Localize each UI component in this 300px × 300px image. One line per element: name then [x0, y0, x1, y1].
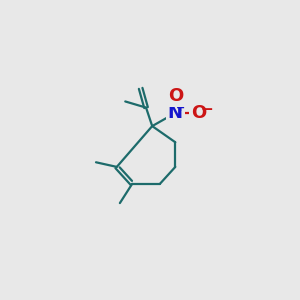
Text: N: N — [168, 104, 183, 122]
Text: O: O — [168, 87, 183, 105]
Text: +: + — [176, 103, 185, 112]
Text: O: O — [191, 104, 206, 122]
Text: −: − — [200, 102, 213, 117]
